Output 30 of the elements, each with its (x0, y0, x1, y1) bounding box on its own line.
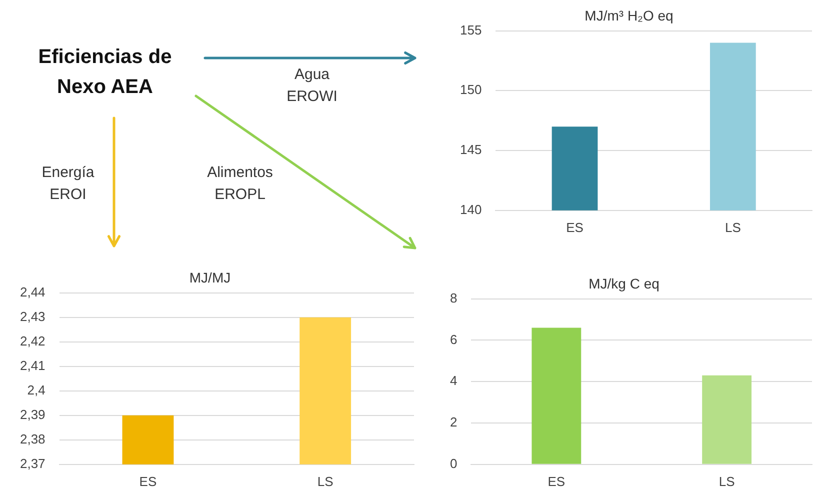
y-tick-label: 8 (450, 290, 458, 306)
y-tick-label: 2,44 (20, 284, 46, 300)
y-tick-label: 6 (450, 332, 458, 347)
y-tick-label: 2 (450, 414, 458, 430)
chart-title: MJ/MJ (189, 269, 231, 286)
x-tick-label: ES (139, 474, 157, 489)
y-tick-label: 2,4 (27, 382, 46, 398)
text: Agua EROWI (286, 65, 338, 107)
text: Energía EROI (40, 163, 96, 205)
chart-title: MJ/kg C eq (588, 275, 660, 292)
y-tick-label: 2,42 (20, 333, 46, 348)
x-tick-label: LS (317, 474, 334, 489)
chart-title: MJ/m³ H₂O eq (584, 7, 674, 24)
y-tick-label: 4 (450, 373, 458, 388)
y-tick-label: 2,43 (20, 308, 46, 324)
x-tick-label: ES (566, 220, 584, 235)
y-tick-label: 2,41 (20, 358, 46, 373)
y-tick-label: 2,38 (20, 431, 46, 446)
x-tick-label: ES (548, 474, 566, 489)
y-tick-label: 145 (460, 142, 482, 158)
y-tick-label: 2,39 (20, 406, 46, 422)
y-tick-label: 0 (450, 456, 458, 471)
x-tick-label: LS (718, 474, 736, 489)
y-tick-label: 155 (460, 22, 482, 38)
y-tick-label: 150 (460, 82, 482, 98)
x-tick-label: LS (724, 220, 742, 235)
y-tick-label: 2,37 (20, 456, 46, 471)
text: Eficiencias de Nexo AEA (37, 45, 173, 100)
text: Alimentos EROPL (206, 163, 274, 205)
y-tick-label: 140 (460, 202, 482, 217)
